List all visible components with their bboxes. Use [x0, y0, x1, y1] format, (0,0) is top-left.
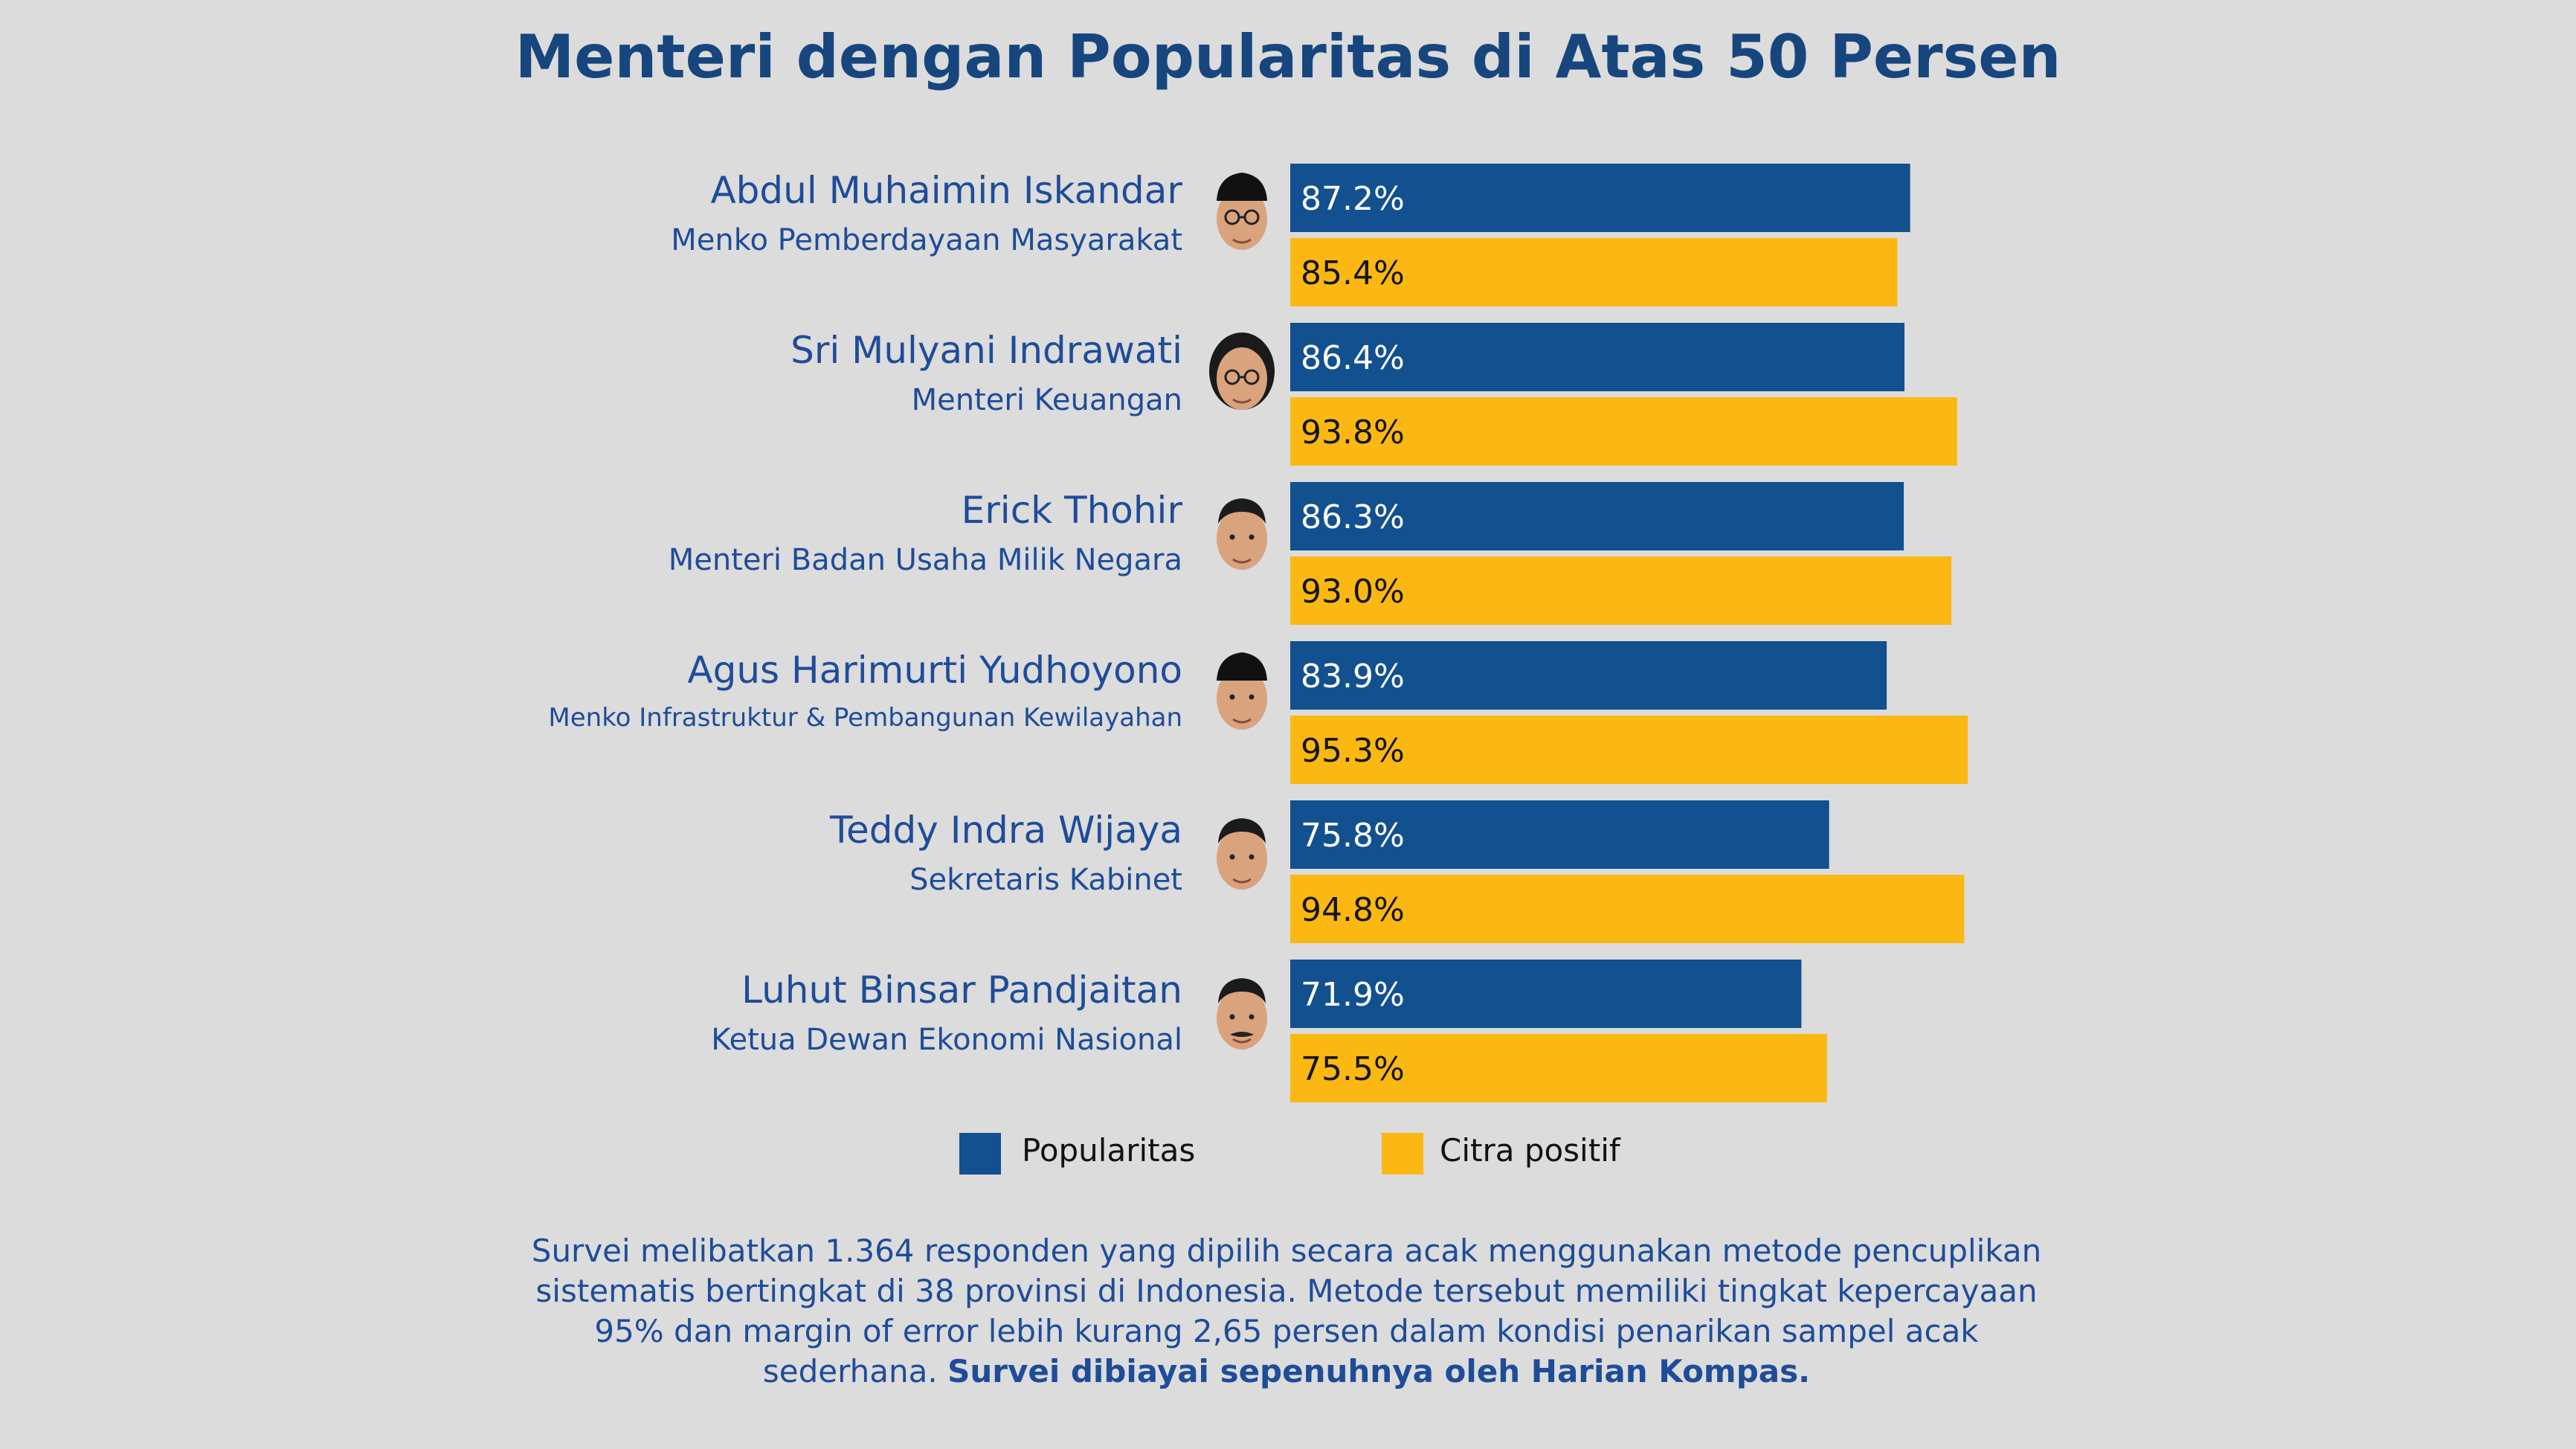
footnote-text: Survei melibatkan 1.364 responden yang d… [531, 1233, 2042, 1389]
minister-name: Sri Mulyani Indrawati [790, 329, 1182, 372]
young-man-portrait-icon [1217, 818, 1267, 890]
minister-role: Menko Pemberdayaan Masyarakat [671, 223, 1182, 257]
data-label-citra-positif: 93.8% [1301, 414, 1405, 452]
bar-popularitas [1290, 323, 1904, 391]
minister-name: Erick Thohir [961, 489, 1182, 532]
minister-role: Menko Infrastruktur & Pembangunan Kewila… [548, 703, 1182, 733]
minister-role: Menteri Badan Usaha Milik Negara [668, 543, 1182, 577]
data-label-popularitas: 75.8% [1301, 817, 1405, 855]
bar-citra-positif [1290, 238, 1898, 306]
data-label-citra-positif: 95.3% [1301, 732, 1405, 770]
legend-label-citra-positif: Citra positif [1440, 1132, 1620, 1169]
legend-swatch-citra-positif [1382, 1133, 1423, 1175]
bar-popularitas [1290, 482, 1904, 550]
minister-name: Teddy Indra Wijaya [829, 809, 1182, 852]
bar-citra-positif [1290, 716, 1968, 784]
data-label-popularitas: 86.3% [1301, 498, 1405, 536]
data-label-citra-positif: 94.8% [1301, 891, 1405, 929]
bar-citra-positif [1290, 875, 1965, 943]
bar-popularitas [1290, 960, 1802, 1028]
person-with-peci-icon [1217, 652, 1267, 730]
footnote-bold: Survei dibiayai sepenuhnya oleh Harian K… [947, 1353, 1811, 1389]
minister-role: Ketua Dewan Ekonomi Nasional [711, 1023, 1182, 1057]
legend-swatch-popularitas [959, 1133, 1001, 1175]
bar-popularitas [1290, 164, 1910, 232]
bar-citra-positif [1290, 556, 1952, 625]
minister-name: Agus Harimurti Yudhoyono [687, 649, 1182, 692]
chart-title: Menteri dengan Popularitas di Atas 50 Pe… [515, 22, 2061, 91]
legend-label-popularitas: Popularitas [1022, 1132, 1196, 1169]
person-with-peci-and-glasses-icon [1217, 173, 1267, 250]
survey-footnote: Survei melibatkan 1.364 responden yang d… [506, 1231, 2067, 1392]
man-portrait-icon [1217, 498, 1267, 570]
minister-role: Sekretaris Kabinet [909, 863, 1182, 897]
data-label-popularitas: 86.4% [1301, 339, 1405, 377]
bar-popularitas [1290, 800, 1829, 869]
data-label-citra-positif: 75.5% [1301, 1050, 1405, 1088]
bar-citra-positif [1290, 397, 1957, 466]
minister-name: Luhut Binsar Pandjaitan [741, 968, 1182, 1012]
man-with-mustache-icon [1217, 978, 1267, 1050]
data-label-citra-positif: 85.4% [1301, 254, 1405, 292]
data-label-popularitas: 87.2% [1301, 180, 1405, 218]
data-label-popularitas: 83.9% [1301, 658, 1405, 695]
data-label-citra-positif: 93.0% [1301, 573, 1405, 611]
woman-with-glasses-icon [1209, 332, 1275, 410]
minister-role: Menteri Keuangan [911, 383, 1182, 417]
bar-popularitas [1290, 641, 1887, 710]
minister-name: Abdul Muhaimin Iskandar [710, 169, 1182, 212]
bar-citra-positif [1290, 1034, 1827, 1102]
data-label-popularitas: 71.9% [1301, 976, 1405, 1014]
